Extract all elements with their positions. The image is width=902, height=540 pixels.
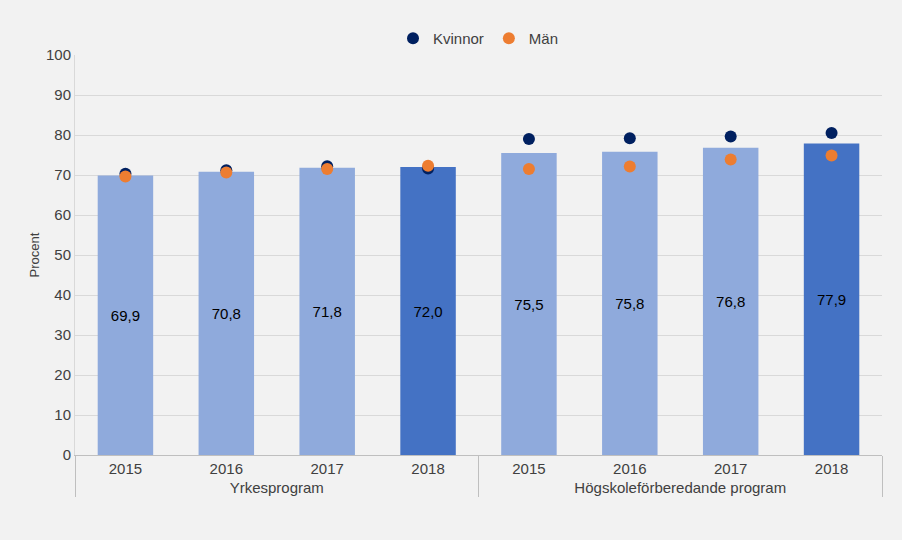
svg-text:90: 90 bbox=[54, 86, 71, 103]
svg-text:2018: 2018 bbox=[815, 460, 848, 477]
svg-text:2017: 2017 bbox=[311, 460, 344, 477]
svg-text:77,9: 77,9 bbox=[817, 291, 846, 308]
svg-text:0: 0 bbox=[63, 446, 71, 463]
svg-text:60: 60 bbox=[54, 206, 71, 223]
svg-text:Män: Män bbox=[529, 30, 558, 47]
svg-text:10: 10 bbox=[54, 406, 71, 423]
svg-text:2016: 2016 bbox=[613, 460, 646, 477]
svg-text:Kvinnor: Kvinnor bbox=[433, 30, 484, 47]
svg-text:71,8: 71,8 bbox=[313, 303, 342, 320]
svg-text:40: 40 bbox=[54, 286, 71, 303]
svg-text:76,8: 76,8 bbox=[716, 293, 745, 310]
svg-text:Yrkesprogram: Yrkesprogram bbox=[230, 479, 324, 496]
svg-text:70: 70 bbox=[54, 166, 71, 183]
svg-text:2018: 2018 bbox=[411, 460, 444, 477]
svg-text:20: 20 bbox=[54, 366, 71, 383]
svg-text:80: 80 bbox=[54, 126, 71, 143]
svg-text:70,8: 70,8 bbox=[212, 305, 241, 322]
svg-text:69,9: 69,9 bbox=[111, 307, 140, 324]
svg-text:2017: 2017 bbox=[714, 460, 747, 477]
svg-text:Procent: Procent bbox=[27, 232, 42, 277]
svg-text:100: 100 bbox=[46, 46, 71, 63]
svg-text:Högskoleförberedande program: Högskoleförberedande program bbox=[574, 479, 786, 496]
svg-text:50: 50 bbox=[54, 246, 71, 263]
svg-text:2015: 2015 bbox=[109, 460, 142, 477]
svg-text:75,5: 75,5 bbox=[514, 296, 543, 313]
svg-text:2016: 2016 bbox=[210, 460, 243, 477]
svg-text:30: 30 bbox=[54, 326, 71, 343]
svg-text:72,0: 72,0 bbox=[413, 303, 442, 320]
svg-text:2015: 2015 bbox=[512, 460, 545, 477]
svg-text:75,8: 75,8 bbox=[615, 295, 644, 312]
